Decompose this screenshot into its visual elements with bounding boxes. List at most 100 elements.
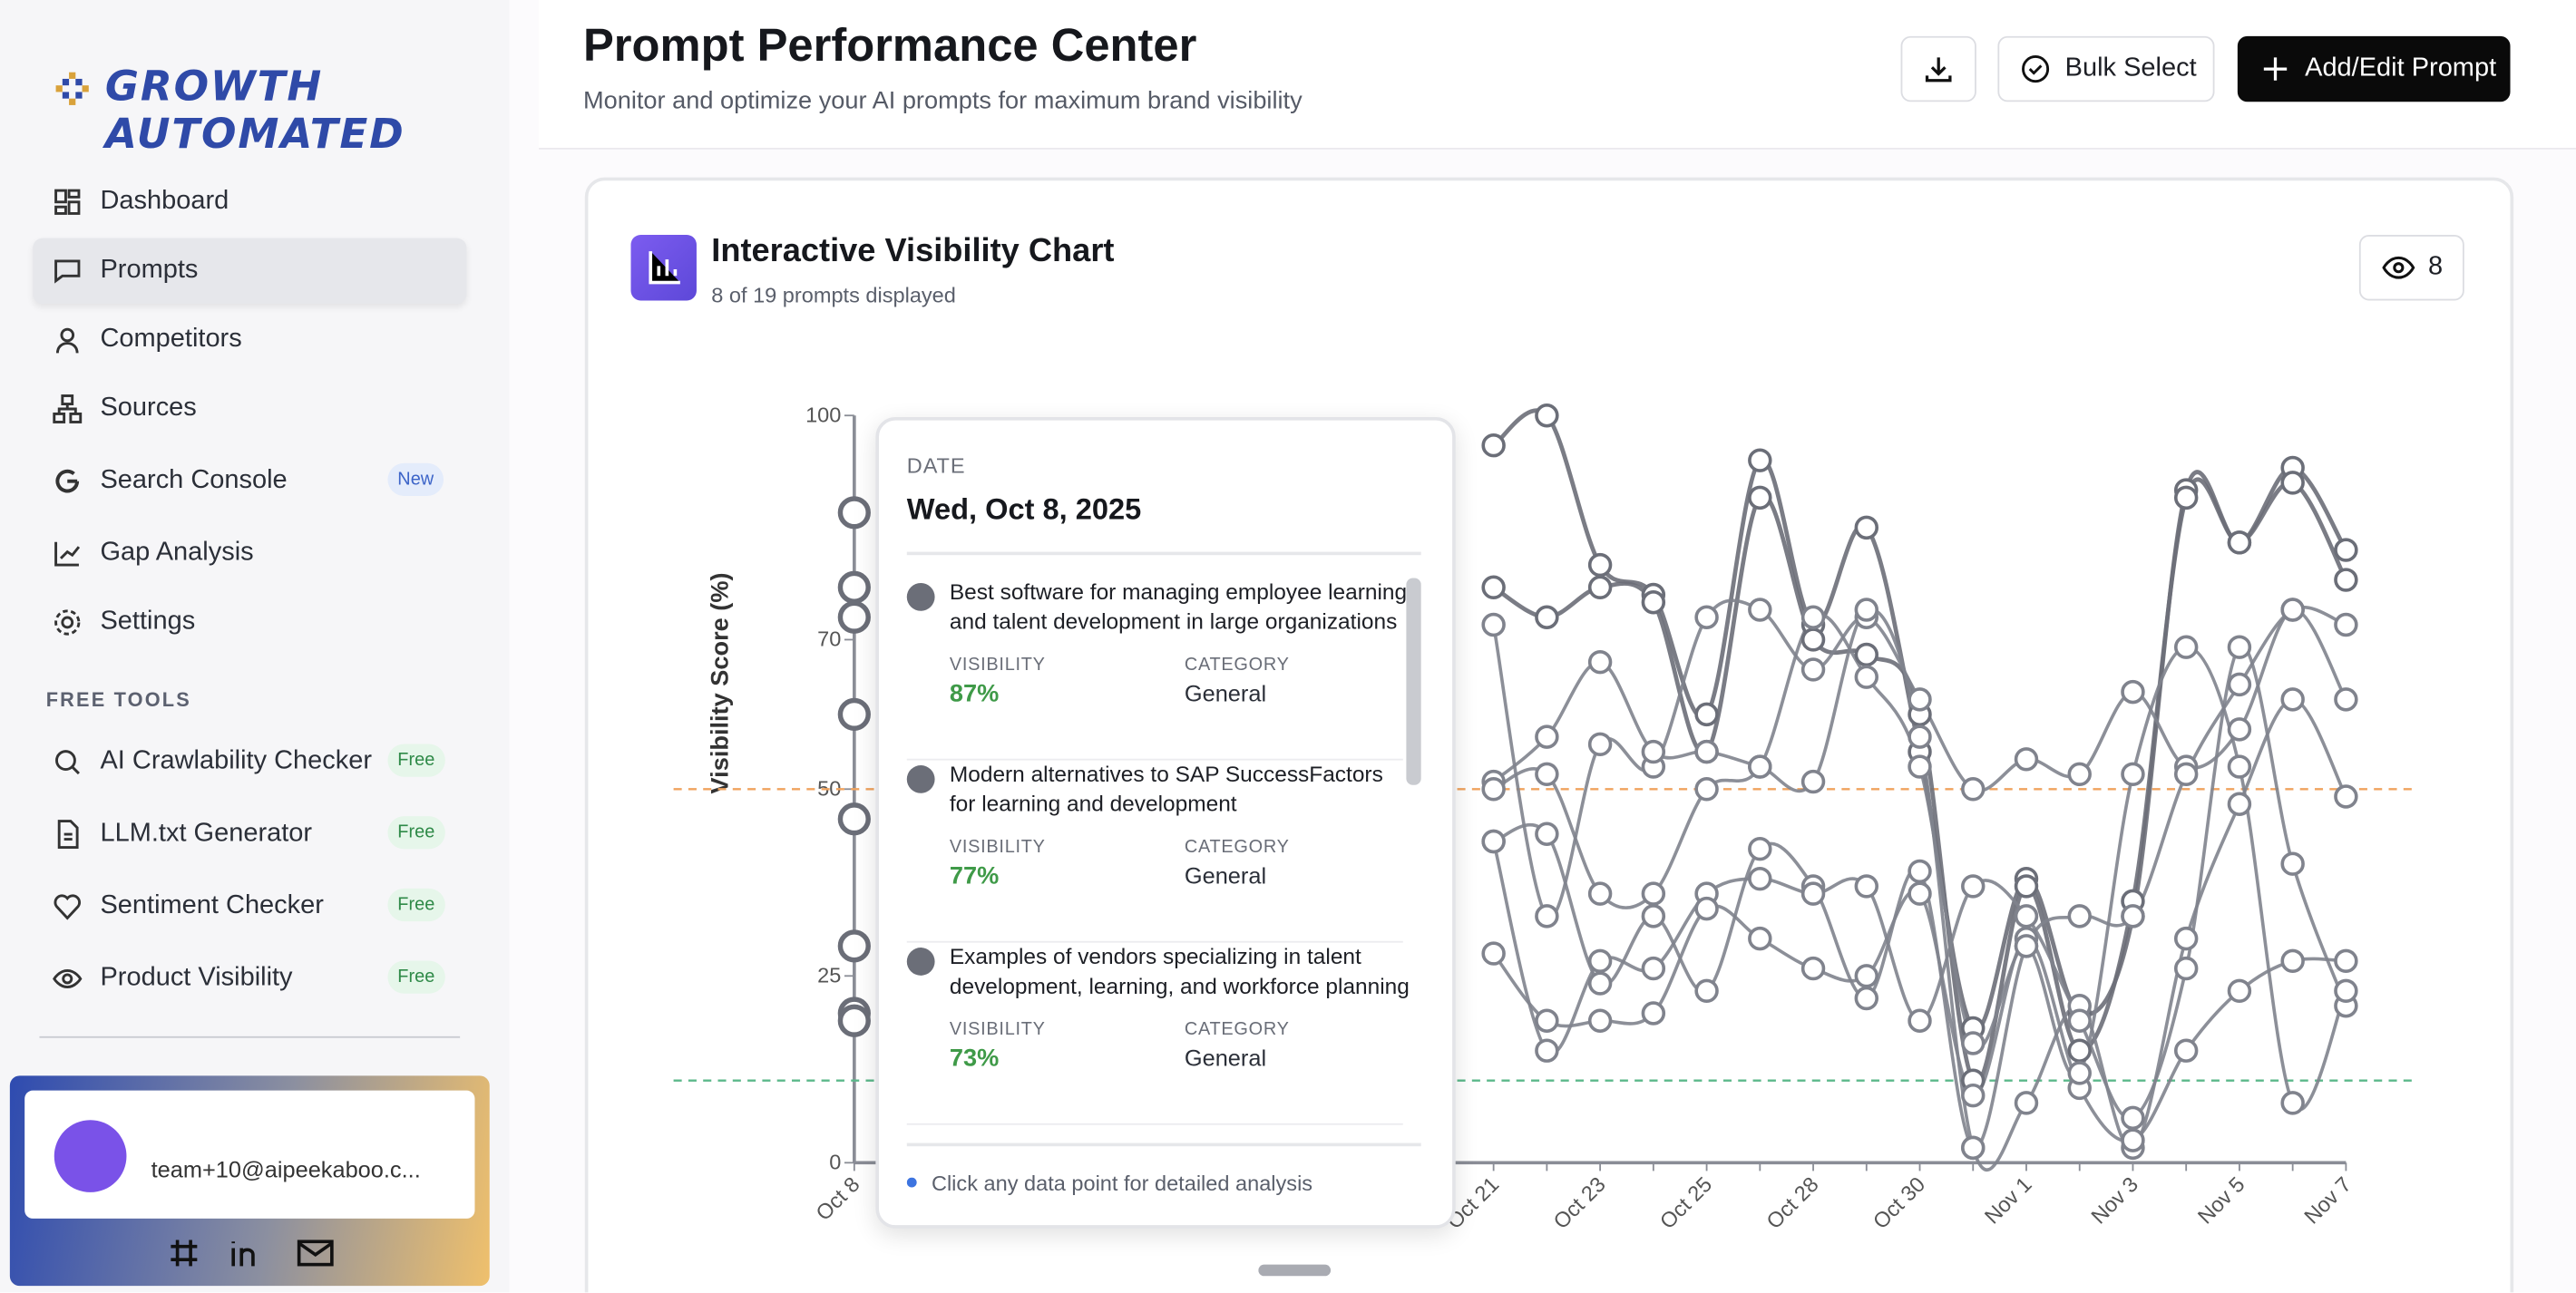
sidebar: GROWTH AUTOMATED Dashboard Prompts Compe… xyxy=(0,0,510,1293)
data-point xyxy=(1800,627,1826,652)
visibility-value: 87% xyxy=(949,679,1000,708)
data-point xyxy=(2227,635,2252,659)
tooltip-item: Examples of vendors specializing in tale… xyxy=(906,943,1410,1125)
data-point xyxy=(837,496,871,530)
data-point xyxy=(1800,657,1826,682)
y-tick-label: 70 xyxy=(817,627,841,651)
tooltip-heading: DATE xyxy=(906,452,966,479)
data-point xyxy=(1748,598,1772,622)
badge: Free xyxy=(387,888,445,922)
data-point xyxy=(1587,971,1613,996)
data-point xyxy=(1535,1038,1559,1063)
data-point xyxy=(1641,590,1666,615)
tool-item[interactable]: Sentiment Checker Free xyxy=(33,874,466,939)
data-point xyxy=(2334,538,2358,562)
data-point xyxy=(1641,881,1666,906)
add-prompt-button[interactable]: Add/Edit Prompt xyxy=(2237,35,2511,102)
data-point xyxy=(1587,732,1613,757)
nav-item[interactable]: Sources xyxy=(33,376,466,442)
data-point xyxy=(1535,762,1559,787)
data-point xyxy=(1641,1001,1666,1026)
nav-item[interactable]: Settings xyxy=(33,589,466,655)
data-point xyxy=(1481,575,1506,599)
metric-label: VISIBILITY xyxy=(949,1019,1046,1040)
card-title: Interactive Visibility Chart xyxy=(711,233,1115,270)
data-point xyxy=(2280,851,2305,876)
data-point xyxy=(2014,1091,2039,1115)
x-tick-label: Oct 28 xyxy=(1761,1172,1822,1233)
nav-label: Dashboard xyxy=(100,187,229,216)
tooltip-footer: Click any data point for detailed analys… xyxy=(931,1171,1313,1196)
data-point xyxy=(1748,448,1772,472)
page-subtitle: Monitor and optimize your AI prompts for… xyxy=(582,86,1303,115)
series-dot xyxy=(906,765,935,793)
prompt-text: Modern alternatives to SAP SuccessFactor… xyxy=(949,762,1383,817)
button-label: Bulk Select xyxy=(2064,53,2197,83)
data-point xyxy=(2014,904,2039,928)
nav-label: Gap Analysis xyxy=(100,539,254,567)
visible-toggle[interactable]: 8 xyxy=(2358,235,2464,301)
tool-label: AI Crawlability Checker xyxy=(100,747,373,775)
resize-handle[interactable] xyxy=(1258,1264,1332,1277)
data-point xyxy=(1854,665,1879,689)
nav-item[interactable]: Competitors xyxy=(33,307,466,373)
nav-item[interactable]: Search Console New xyxy=(33,448,466,513)
data-point xyxy=(2227,978,2252,1004)
data-point xyxy=(1481,777,1506,802)
x-tick-label: Nov 1 xyxy=(1980,1172,2036,1229)
tool-item[interactable]: AI Crawlability Checker Free xyxy=(33,729,466,794)
data-point xyxy=(2121,1128,2145,1152)
data-point xyxy=(837,929,871,963)
visibility-value: 77% xyxy=(949,861,1000,890)
nav-item[interactable]: Prompts xyxy=(33,238,467,305)
tooltip-item: Best software for managing employee lear… xyxy=(906,578,1407,761)
data-point xyxy=(2173,956,2199,981)
data-point xyxy=(2173,635,2199,659)
download-button[interactable] xyxy=(1900,35,1976,102)
y-axis-label: Visibility Score (%) xyxy=(705,572,733,793)
series-line xyxy=(1492,477,2348,1085)
data-point xyxy=(1748,926,1772,951)
data-point xyxy=(2227,754,2252,779)
data-point xyxy=(1908,724,1932,749)
data-point xyxy=(2067,1038,2092,1063)
data-point xyxy=(1694,978,1719,1004)
data-point xyxy=(1587,575,1613,599)
data-point xyxy=(1694,777,1719,802)
bulk-select-button[interactable]: Bulk Select xyxy=(1997,35,2215,102)
data-point xyxy=(2227,717,2252,742)
data-point xyxy=(837,570,871,604)
data-point xyxy=(2121,679,2145,705)
data-point xyxy=(2014,934,2039,958)
nav-item[interactable]: Dashboard xyxy=(33,170,466,235)
data-point xyxy=(1694,605,1719,629)
avatar xyxy=(54,1120,127,1192)
data-point xyxy=(2334,612,2358,637)
data-point xyxy=(2014,874,2039,899)
nav-label: Competitors xyxy=(100,325,242,354)
user-info[interactable]: team+10@aipeekaboo.c... xyxy=(24,1090,475,1219)
prompt-text: Examples of vendors specializing in tale… xyxy=(949,944,1410,999)
nav-item[interactable]: Gap Analysis xyxy=(33,520,466,586)
user-email: team+10@aipeekaboo.c... xyxy=(151,1156,421,1183)
scrollbar[interactable] xyxy=(1406,578,1421,785)
data-point xyxy=(1535,403,1559,428)
data-point xyxy=(1694,702,1719,727)
social-icons[interactable] xyxy=(164,1233,345,1272)
data-point xyxy=(1587,948,1613,974)
data-point xyxy=(1800,769,1826,794)
tool-item[interactable]: LLM.txt Generator Free xyxy=(33,802,466,867)
nav-label: Search Console xyxy=(100,466,288,495)
data-point xyxy=(1481,433,1506,458)
x-tick-label: Nov 7 xyxy=(2299,1172,2356,1229)
data-point xyxy=(1908,687,1932,712)
data-point xyxy=(2067,762,2092,787)
brand: GROWTH AUTOMATED xyxy=(104,62,405,158)
data-point xyxy=(1694,739,1719,764)
x-tick-label: Oct 30 xyxy=(1869,1172,1929,1233)
data-point xyxy=(1641,956,1666,981)
data-point xyxy=(2227,792,2252,816)
data-point xyxy=(2227,530,2252,555)
tool-item[interactable]: Product Visibility Free xyxy=(33,946,466,1011)
